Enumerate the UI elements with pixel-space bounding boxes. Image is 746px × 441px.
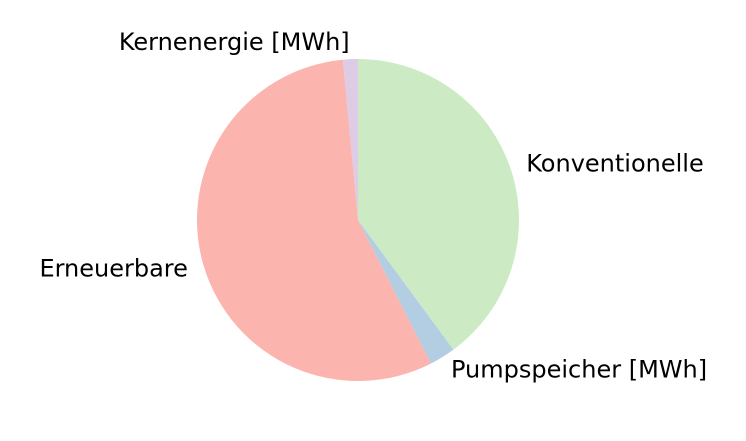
pie-labels: Kernenergie [MWh] Erneuerbare Pumpspeicher… [39, 28, 707, 384]
pie-label-pumpspeicher-mwh: Pumpspeicher [MWh] [451, 356, 707, 384]
pie-label-konventionelle: Konventionelle [526, 150, 703, 178]
pie-label-kernenergie-mwh: Kernenergie [MWh] [119, 28, 350, 56]
pie-slice-kernenergie-mwh [342, 58, 358, 220]
pie-slice-pumpspeicher-mwh [358, 220, 454, 364]
pie-slice-erneuerbare [197, 59, 432, 381]
pie-slice-konventionelle [358, 59, 519, 350]
pie-label-erneuerbare: Erneuerbare [39, 254, 187, 282]
pie-slices [197, 58, 519, 381]
